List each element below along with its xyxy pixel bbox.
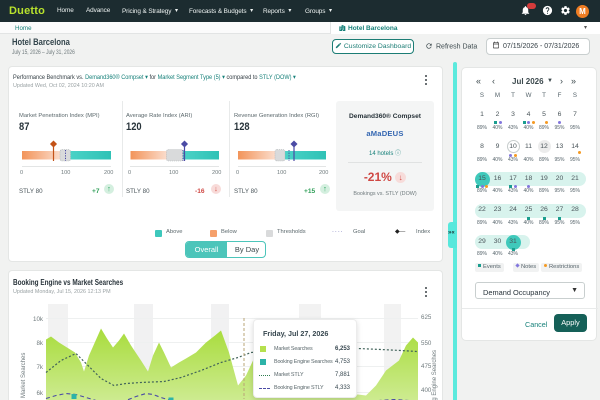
- svg-text:475: 475: [421, 363, 432, 370]
- svg-text:Booking Engine Searches: Booking Engine Searches: [432, 350, 438, 400]
- svg-text:400: 400: [421, 387, 432, 394]
- svg-text:10k: 10k: [33, 316, 44, 323]
- svg-text:Market Searches: Market Searches: [21, 353, 27, 398]
- svg-text:625: 625: [421, 314, 432, 321]
- svg-text:7k: 7k: [36, 364, 43, 371]
- svg-text:6k: 6k: [36, 390, 43, 397]
- svg-text:8k: 8k: [36, 340, 43, 347]
- svg-text:550: 550: [421, 340, 432, 347]
